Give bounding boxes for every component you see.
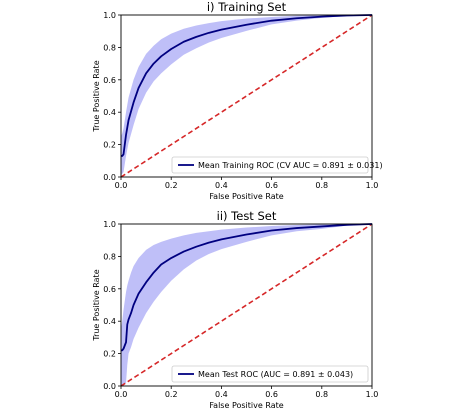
y-tick-label: 0.4 <box>103 108 116 117</box>
legend-box <box>171 365 369 383</box>
legend: Mean Training ROC (CV AUC = 0.891 ± 0.03… <box>171 156 383 174</box>
y-tick-label: 0.8 <box>103 43 116 52</box>
chart-title: ii) Test Set <box>217 209 277 223</box>
y-tick-label: 0.2 <box>103 350 116 359</box>
x-tick-label: 1.0 <box>366 181 379 190</box>
x-tick-label: 0.2 <box>165 390 178 399</box>
x-tick-label: 0.4 <box>215 181 228 190</box>
y-tick-label: 1.0 <box>103 11 116 20</box>
plot-frame <box>120 14 373 178</box>
x-tick-label: 1.0 <box>366 390 379 399</box>
x-axis-label: False Positive Rate <box>209 192 283 201</box>
y-tick-label: 0.0 <box>103 382 116 391</box>
legend-box <box>171 156 369 174</box>
chart-panel-2: ii) Test Set 0.0 0.2 0.4 0.6 0.8 1.0 0.0 0.2 0.4 0… <box>92 209 378 410</box>
x-tick-label: 0.4 <box>215 390 228 399</box>
x-tick-label: 0.8 <box>315 181 328 190</box>
x-tick-label: 0.8 <box>315 390 328 399</box>
mean-roc-line <box>121 223 373 352</box>
plot-frame <box>120 223 373 387</box>
legend: Mean Test ROC (AUC = 0.891 ± 0.043) <box>171 365 369 383</box>
y-tick-label: 0.2 <box>103 141 116 150</box>
std-band <box>121 224 372 386</box>
x-tick-label: 0.2 <box>165 181 178 190</box>
legend-entry: Mean Training ROC (CV AUC = 0.891 ± 0.03… <box>198 161 383 170</box>
y-tick-label: 1.0 <box>103 220 116 229</box>
chance-line <box>120 223 373 387</box>
legend-entry: Mean Test ROC (AUC = 0.891 ± 0.043) <box>198 370 353 379</box>
y-tick-label: 0.4 <box>103 317 116 326</box>
chart-panel-1: i) Training Set 0.0 0.2 0.4 0.6 0.8 1.0 0.0 0.2 0… <box>92 0 383 201</box>
x-tick-label: 0.6 <box>265 181 278 190</box>
y-tick-label: 0.6 <box>103 285 116 294</box>
std-band <box>121 15 372 176</box>
y-tick-label: 0.8 <box>103 252 116 261</box>
y-tick-label: 0.6 <box>103 76 116 85</box>
x-tick-label: 0.6 <box>265 390 278 399</box>
chart-title: i) Training Set <box>207 0 287 14</box>
x-tick-label: 0.0 <box>115 181 128 190</box>
y-tick-label: 0.0 <box>103 173 116 182</box>
x-tick-label: 0.0 <box>115 390 128 399</box>
y-axis-label: True Positive Rate <box>92 60 101 132</box>
x-axis-label: False Positive Rate <box>209 401 283 410</box>
y-axis-label: True Positive Rate <box>92 269 101 341</box>
chance-line <box>120 14 373 178</box>
mean-roc-line <box>121 14 373 157</box>
